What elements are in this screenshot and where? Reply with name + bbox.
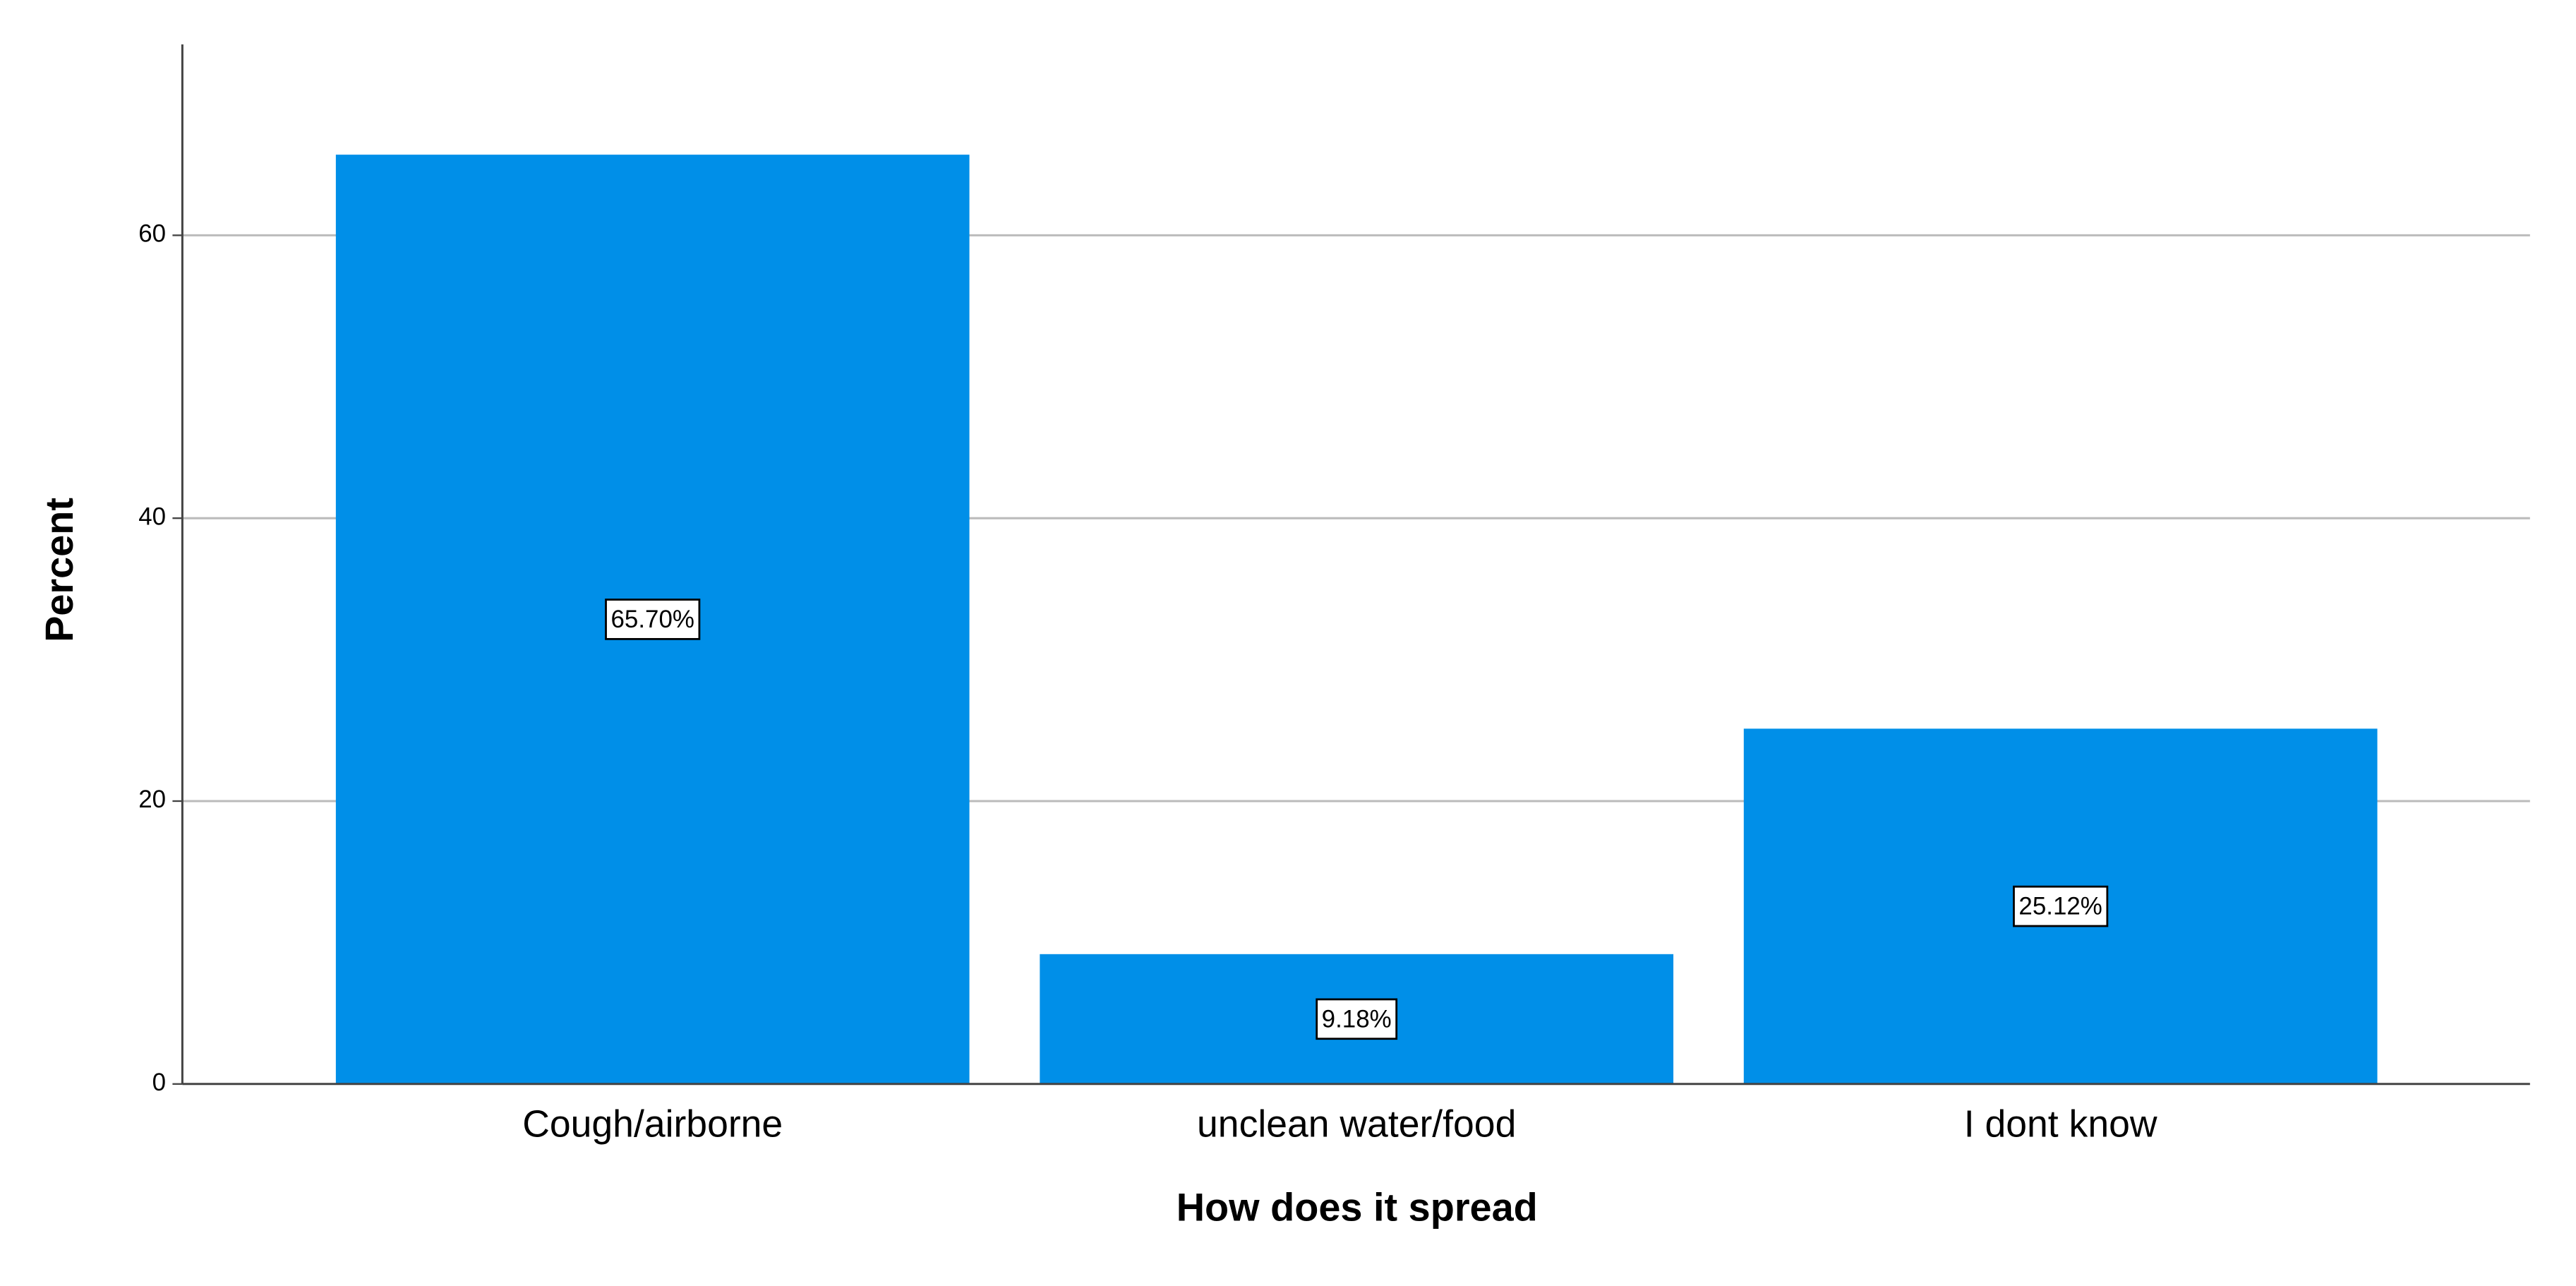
value-label: 65.70% bbox=[611, 606, 694, 633]
x-axis-title: How does it spread bbox=[1176, 1185, 1538, 1230]
y-axis-title: Percent bbox=[37, 498, 81, 642]
y-tick-label: 40 bbox=[138, 503, 166, 530]
value-label: 9.18% bbox=[1322, 1005, 1392, 1033]
x-tick-label: Cough/airborne bbox=[522, 1103, 783, 1145]
value-label-box bbox=[2013, 885, 2109, 927]
y-tick-label: 60 bbox=[138, 220, 166, 248]
y-tick-label: 0 bbox=[152, 1069, 166, 1096]
y-tick-label: 20 bbox=[138, 786, 166, 813]
x-tick-label: I dont know bbox=[1964, 1103, 2157, 1145]
value-label-box bbox=[1316, 998, 1398, 1040]
value-label-box bbox=[605, 599, 701, 640]
value-label: 25.12% bbox=[2018, 893, 2102, 920]
x-tick-label: unclean water/food bbox=[1197, 1103, 1516, 1145]
